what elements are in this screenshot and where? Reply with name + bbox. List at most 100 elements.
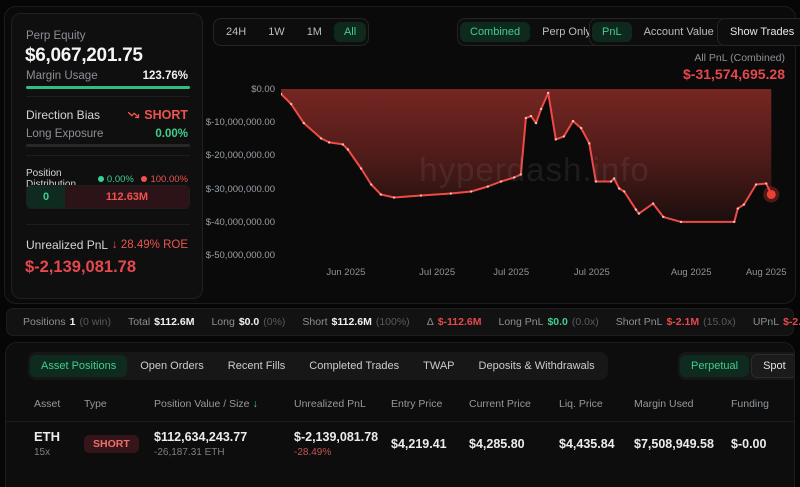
x-axis-label: Aug 2025 [670, 267, 712, 278]
time-range-all[interactable]: All [333, 22, 367, 42]
perp-equity-label: Perp Equity [26, 30, 86, 42]
short-pct: 100.00% [150, 173, 188, 185]
direction-bias-label: Direction Bias [26, 108, 101, 122]
positions-panel: Hyperdash Asset Positions Open Orders Re… [5, 342, 795, 487]
col-margin-used[interactable]: Margin Used [634, 398, 694, 410]
summary-positions: Positions 1 (0 win) [23, 316, 111, 328]
summary-total: Total $112.6M [127, 316, 195, 328]
row-type-badge: SHORT [84, 435, 139, 453]
short-legend-dot-icon [141, 175, 148, 182]
tab-twap[interactable]: TWAP [412, 355, 465, 377]
view-mode-perp-only[interactable]: Perp Only [532, 22, 601, 42]
summary-short: Short $112.6M (100%) [302, 316, 410, 328]
tab-deposits-withdrawals[interactable]: Deposits & Withdrawals [468, 355, 606, 377]
summary-long: Long $0.0 (0%) [211, 316, 286, 328]
positions-tabs: Asset Positions Open Orders Recent Fills… [28, 352, 608, 380]
tab-asset-positions[interactable]: Asset Positions [30, 355, 128, 377]
distribution-long-segment: 0 [27, 186, 65, 208]
col-position-value[interactable]: Position Value / Size ↓ [154, 398, 258, 410]
long-exposure-label: Long Exposure [26, 128, 104, 140]
table-row-eth[interactable]: ETH 15x SHORT $112,634,243.77 -26,187.31… [6, 429, 794, 458]
margin-usage-value: 123.76% [142, 70, 188, 82]
row-current-price: $4,285.80 [469, 436, 525, 451]
row-unrealized-pnl-pct: -28.49% [294, 446, 332, 458]
col-entry-price[interactable]: Entry Price [391, 398, 443, 410]
time-range-1m[interactable]: 1M [297, 22, 332, 42]
row-entry-price: $4,219.41 [391, 436, 447, 451]
row-unrealized-pnl: $-2,139,081.78 [294, 429, 379, 444]
pnl-area-fill [281, 89, 772, 222]
long-exposure-bar [26, 144, 190, 147]
x-axis-label: Jul 2025 [419, 267, 456, 278]
divider [6, 421, 794, 422]
pnl-chart-svg [279, 89, 780, 224]
y-axis-labels: $0.00 $-10,000,000.00 $-20,000,000.00 $-30,… [203, 84, 281, 261]
x-axis-label: Aug 2025 [745, 267, 787, 278]
long-pct: 0.00% [106, 173, 134, 185]
distribution-short-segment: 112.63M [65, 186, 189, 208]
market-toggle-spot[interactable]: Spot [751, 354, 794, 378]
col-funding[interactable]: Funding [731, 398, 769, 410]
col-unrealized-pnl[interactable]: Unrealized PnL [294, 398, 366, 410]
position-distribution-label: Position Distribution [26, 168, 77, 190]
tab-open-orders[interactable]: Open Orders [129, 355, 215, 377]
sort-desc-icon: ↓ [252, 398, 258, 410]
view-mode-combined[interactable]: Combined [460, 22, 531, 42]
x-axis-label: Jun 2025 [326, 267, 366, 278]
y-axis-label: $-30,000,000.00 [205, 183, 275, 195]
direction-bias-value: SHORT [144, 108, 188, 122]
col-asset[interactable]: Asset [34, 398, 61, 410]
pnl-line [280, 92, 773, 223]
margin-usage-label: Margin Usage [26, 70, 98, 82]
positions-summary-bar: Positions 1 (0 win) Total $112.6M Long $0.0(… [6, 308, 800, 336]
chart-watermark: hyperdash.info [419, 151, 650, 188]
long-legend-dot-icon [97, 175, 104, 182]
col-liq-price[interactable]: Liq. Price [559, 398, 603, 410]
chart-mode-account-value[interactable]: Account Value [634, 22, 724, 42]
unrealized-pnl-value: $-2,139,081.78 [25, 258, 137, 276]
pnl-point-markers [279, 91, 773, 224]
row-funding: $-0.00 [731, 436, 767, 451]
market-toggle-perpetual[interactable]: Perpetual [680, 355, 750, 377]
margin-usage-bar [26, 86, 190, 89]
show-trades-button[interactable]: Show Trades [717, 18, 800, 46]
trend-down-icon [127, 109, 140, 121]
unrealized-pnl-label: Unrealized PnL [26, 238, 109, 252]
divider [26, 155, 190, 156]
position-distribution-bar: 0 112.63M [26, 185, 190, 209]
positions-table-header: Asset Type Position Value / Size ↓ Unrea… [6, 398, 794, 410]
time-range-group: 24H 1W 1M All [213, 18, 370, 46]
chart-section-panel: Perp Equity $6,067,201.75 Margin Usage 1… [4, 6, 800, 304]
row-liq-price: $4,435.84 [559, 436, 615, 451]
row-position-value: $112,634,243.77 [154, 429, 248, 444]
row-margin-used: $7,508,949.58 [634, 436, 714, 451]
time-range-1w[interactable]: 1W [258, 22, 295, 42]
long-exposure-value: 0.00% [155, 128, 188, 140]
y-axis-label: $0.00 [251, 84, 275, 95]
row-size: -26,187.31 ETH [154, 446, 225, 458]
summary-delta: Δ $-112.6M [426, 316, 482, 328]
roe-down-arrow-icon: ↓ [111, 239, 121, 251]
col-type[interactable]: Type [84, 398, 107, 410]
chart-mode-pnl[interactable]: PnL [592, 22, 632, 42]
summary-long-pnl: Long PnL $0.0 (0.0x) [498, 316, 599, 328]
tab-completed-trades[interactable]: Completed Trades [298, 355, 410, 377]
row-asset: ETH [34, 429, 60, 444]
roe-value: 28.49% ROE [120, 239, 188, 251]
perp-equity-value: $6,067,201.75 [25, 45, 143, 66]
summary-short-pnl: Short PnL $-2.1M (15.0x) [615, 316, 736, 328]
account-stats-panel: Perp Equity $6,067,201.75 Margin Usage 1… [11, 13, 203, 299]
x-axis-label: Jul 2025 [493, 267, 530, 278]
tab-recent-fills[interactable]: Recent Fills [217, 355, 296, 377]
time-range-24h[interactable]: 24H [216, 22, 256, 42]
x-axis-label: Jul 2025 [573, 267, 610, 278]
pnl-chart-plot[interactable]: hyperdash.info [279, 89, 788, 256]
chart-mode-group: PnL Account Value [589, 18, 727, 46]
y-axis-label: $-10,000,000.00 [205, 117, 275, 129]
col-current-price[interactable]: Current Price [469, 398, 531, 410]
pnl-latest-point-dot [763, 186, 780, 203]
x-axis-labels: Jun 2025 Jul 2025 Jul 2025 Jul 2025 Aug 2025… [281, 267, 788, 281]
row-leverage: 15x [34, 447, 51, 458]
chart-title: All PnL (Combined) [694, 52, 785, 64]
